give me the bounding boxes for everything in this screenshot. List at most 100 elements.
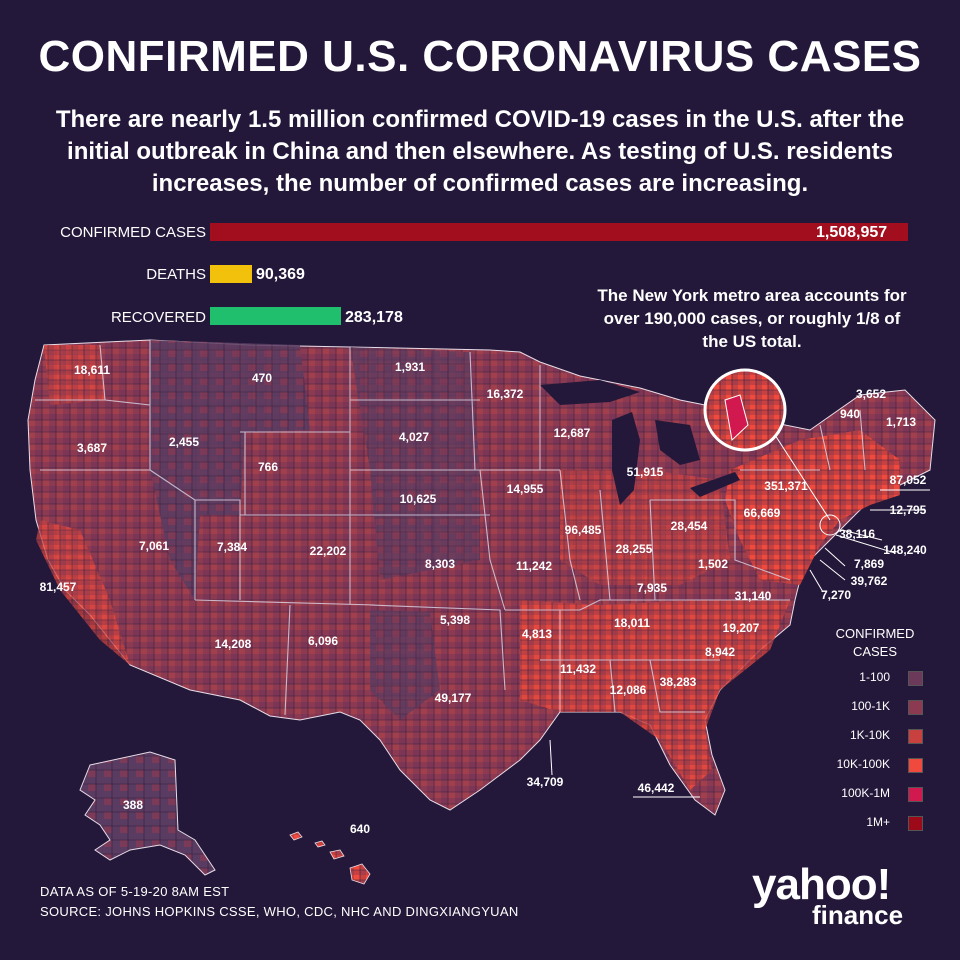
legend-item: 1-100 [830,670,930,686]
state-label-MD: 39,762 [851,574,888,588]
data-source: SOURCE: JOHNS HOPKINS CSSE, WHO, CDC, NH… [40,904,519,919]
legend-item: 100K-1M [830,786,930,802]
state-label-NY: 351,371 [764,479,808,493]
state-label-NH: 3,652 [856,387,886,401]
legend-swatch [908,816,923,831]
state-label-MA: 87,052 [890,473,927,487]
state-label-SC: 8,942 [705,645,735,659]
state-label-MO: 11,242 [516,559,552,573]
state-label-GA: 38,283 [660,675,697,689]
recovered-label: RECOVERED [110,309,206,326]
state-label-ID: 2,455 [169,435,199,449]
state-label-AL: 12,086 [610,683,647,697]
state-label-AK: 388 [123,798,143,812]
state-label-LA: 34,709 [527,775,564,789]
state-label-IA: 14,955 [507,482,544,496]
legend-item-label: 1-100 [859,670,890,684]
ny-metro-inset [703,368,841,536]
state-label-CT: 38,116 [839,527,875,541]
state-label-OK: 5,398 [440,613,470,627]
state-label-OH: 28,454 [671,519,708,533]
legend-title: CONFIRMED CASES [835,626,915,659]
state-label-CO: 22,202 [310,544,347,558]
legend-item-label: 10K-100K [836,757,890,771]
state-label-KS: 8,303 [425,557,455,571]
ny-metro-note: The New York metro area accounts for ove… [597,286,907,351]
lake-erie [690,472,740,497]
mountain-west-low-region [150,340,310,600]
state-label-NE: 10,625 [400,492,437,506]
state-label-NC: 19,207 [723,621,760,635]
state-label-ME: 1,713 [886,415,916,429]
state-label-CA: 81,457 [40,580,77,594]
leader-lines [549,489,930,798]
legend-item-label: 100-1K [851,699,890,713]
state-label-MT: 470 [252,371,272,385]
state-labels: 18,611 3,687 2,455 470 766 81,457 7,061 … [40,360,927,836]
state-label-OR: 3,687 [77,441,107,455]
state-label-IL: 96,485 [565,523,602,537]
state-label-SD: 4,027 [399,430,429,444]
state-label-ND: 1,931 [395,360,425,374]
legend-item: 10K-100K [830,757,930,773]
state-label-VT: 940 [840,407,860,421]
legend-swatch [908,758,923,773]
legend-swatch [908,700,923,715]
state-label-HI: 640 [350,822,370,836]
recovered-value: 283,178 [345,309,403,326]
state-label-DE: 7,869 [854,557,884,571]
us-county-map: 18,611 3,687 2,455 470 766 81,457 7,061 … [27,339,936,885]
midwest-hot-region [560,470,730,585]
state-label-FL: 46,442 [638,781,675,795]
washington-hot-region [44,345,105,405]
legend-item-label: 1M+ [866,815,890,829]
state-label-TX: 49,177 [435,691,472,705]
page-title: CONFIRMED U.S. CORONAVIRUS CASES [38,32,922,81]
deaths-value: 90,369 [256,266,305,283]
plains-low-region [350,347,480,580]
confirmed-bar [210,223,908,241]
finance-logo-text: finance [812,900,904,930]
state-label-VA: 31,140 [735,589,772,603]
state-label-MI: 51,915 [627,465,664,479]
state-label-AR: 4,813 [522,627,552,641]
legend-item: 1M+ [830,815,930,831]
lake-superior [540,380,640,405]
legend-item-label: 100K-1M [841,786,890,800]
state-label-KY: 7,935 [637,581,667,595]
state-label-AZ: 14,208 [215,637,252,651]
legend-swatch [908,729,923,744]
hawaii-shape [289,831,371,885]
state-label-WA: 18,611 [74,363,110,377]
lake-huron [655,420,700,465]
lake-michigan [612,412,640,505]
state-borders [35,340,866,716]
deaths-label: DEATHS [146,266,206,283]
state-label-NV: 7,061 [139,539,169,553]
state-label-TN: 18,011 [614,616,650,630]
state-label-NJ: 148,240 [883,543,927,557]
recovered-bar [210,307,341,325]
state-label-MS: 11,432 [560,662,596,676]
legend-swatch [908,671,923,686]
state-label-NM: 6,096 [308,634,338,648]
alaska-shape [79,751,216,876]
legend-item: 100-1K [830,699,930,715]
state-label-PA: 66,669 [744,506,781,520]
state-label-IN: 28,255 [616,542,653,556]
legend-item: 1K-10K [830,728,930,744]
legend-swatch [908,787,923,802]
west-texas-low-region [370,610,440,720]
state-label-UT: 7,384 [217,540,247,554]
data-date: DATA AS OF 5-19-20 8AM EST [40,884,230,899]
yahoo-logo-text: yahoo! [752,860,891,909]
state-label-WY: 766 [258,460,278,474]
page-subtitle: There are nearly 1.5 million confirmed C… [55,106,905,197]
confirmed-label: CONFIRMED CASES [60,224,206,241]
california-hot-region [36,520,130,665]
state-label-RI: 12,795 [890,503,927,517]
state-label-MN: 16,372 [487,387,524,401]
deaths-bar [210,265,252,283]
confirmed-value: 1,508,957 [816,224,888,241]
state-label-DC: 7,270 [821,588,851,602]
